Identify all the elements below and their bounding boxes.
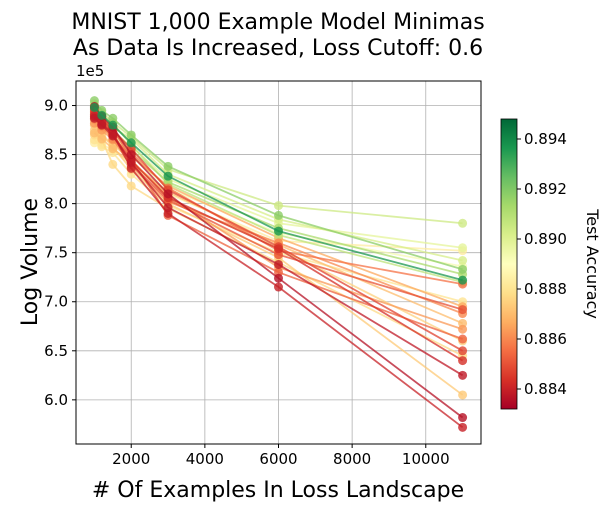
series-24 xyxy=(89,113,468,380)
series-23-point-5 xyxy=(274,273,283,283)
series-13-point-1 xyxy=(97,134,107,144)
y-tick-label-2: 7.0 xyxy=(44,293,68,311)
y-tick-label-3: 7.5 xyxy=(44,244,68,262)
series-18-point-6 xyxy=(458,334,468,344)
series-0-point-3 xyxy=(126,138,136,148)
colorbar-tick-label-2: 0.888 xyxy=(524,280,567,298)
series-24-point-3 xyxy=(126,157,136,167)
x-axis-ticks: 2000 4000 6000 8000 10000 xyxy=(112,444,450,468)
colorbar-tick-label-0: 0.884 xyxy=(524,380,567,398)
series-0-point-6 xyxy=(458,275,468,285)
series-6-point-6 xyxy=(458,243,468,253)
series-24-point-2 xyxy=(108,131,118,141)
series-2-point-5 xyxy=(274,201,283,211)
chart-title-line-1: MNIST 1,000 Example Model Minimas xyxy=(71,10,484,35)
series-10-point-2 xyxy=(108,159,118,169)
y-tick-label-1: 6.5 xyxy=(44,342,68,360)
series-group xyxy=(89,96,468,432)
series-15-point-6 xyxy=(458,324,468,334)
series-0-point-2 xyxy=(108,120,118,130)
series-24-point-4 xyxy=(163,203,173,213)
y-tick-label-5: 8.5 xyxy=(44,146,68,164)
series-0-point-4 xyxy=(163,171,173,181)
series-21-point-5 xyxy=(274,244,283,254)
colorbar-tick-label-1: 0.886 xyxy=(524,330,567,348)
series-19-point-6 xyxy=(458,305,468,315)
y-tick-label-4: 8.0 xyxy=(44,195,68,213)
x-tick-label-0: 2000 xyxy=(112,450,150,468)
y-tick-label-6: 9.0 xyxy=(44,97,68,115)
series-24-point-6 xyxy=(458,370,468,380)
colorbar-tick-label-4: 0.892 xyxy=(524,180,567,198)
chart-title-line-2: As Data Is Increased, Loss Cutoff: 0.6 xyxy=(73,36,483,61)
series-24-point-0 xyxy=(89,113,99,123)
colorbar-label: Test Accuracy xyxy=(583,208,602,319)
x-tick-label-2: 6000 xyxy=(259,450,297,468)
series-23-point-4 xyxy=(163,189,173,199)
series-4-point-6 xyxy=(458,256,468,266)
series-1-point-4 xyxy=(163,161,173,171)
series-24-point-5 xyxy=(274,259,283,269)
series-0-point-1 xyxy=(97,110,107,120)
colorbar xyxy=(500,118,518,410)
x-tick-label-4: 10000 xyxy=(402,450,450,468)
series-22-point-6 xyxy=(458,422,468,432)
series-1-point-5 xyxy=(274,210,283,220)
x-tick-label-3: 8000 xyxy=(333,450,371,468)
series-0-point-5 xyxy=(274,226,283,236)
series-2-point-6 xyxy=(458,218,468,228)
series-10-point-3 xyxy=(126,181,136,191)
series-23-point-3 xyxy=(126,150,136,160)
series-1-point-3 xyxy=(126,130,136,140)
y-axis-label: Log Volume xyxy=(18,198,43,326)
series-24-point-1 xyxy=(97,120,107,130)
colorbar-tick-label-3: 0.890 xyxy=(524,230,567,248)
colorbar-ticks: 0.884 0.886 0.888 0.890 0.892 0.894 xyxy=(517,130,567,398)
y-scale-offset-label: 1e5 xyxy=(76,62,104,80)
series-23-point-6 xyxy=(458,413,468,423)
series-20-point-6 xyxy=(458,346,468,356)
y-tick-label-0: 6.0 xyxy=(44,391,68,409)
y-axis-ticks: 6.0 6.5 7.0 7.5 8.0 8.5 9.0 xyxy=(44,97,76,409)
series-1 xyxy=(89,96,468,274)
series-12-point-6 xyxy=(458,390,468,400)
series-0-point-0 xyxy=(89,102,99,112)
series-1-point-2 xyxy=(108,113,118,123)
series-13-point-2 xyxy=(108,144,118,154)
series-0 xyxy=(89,102,468,285)
series-13-point-0 xyxy=(89,128,99,138)
series-22-point-5 xyxy=(274,282,283,292)
series-1-point-6 xyxy=(458,264,468,274)
x-tick-label-1: 4000 xyxy=(186,450,224,468)
colorbar-tick-label-5: 0.894 xyxy=(524,130,567,148)
x-axis-label: # Of Examples In Loss Landscape xyxy=(92,478,464,503)
series-21-point-6 xyxy=(458,356,468,366)
